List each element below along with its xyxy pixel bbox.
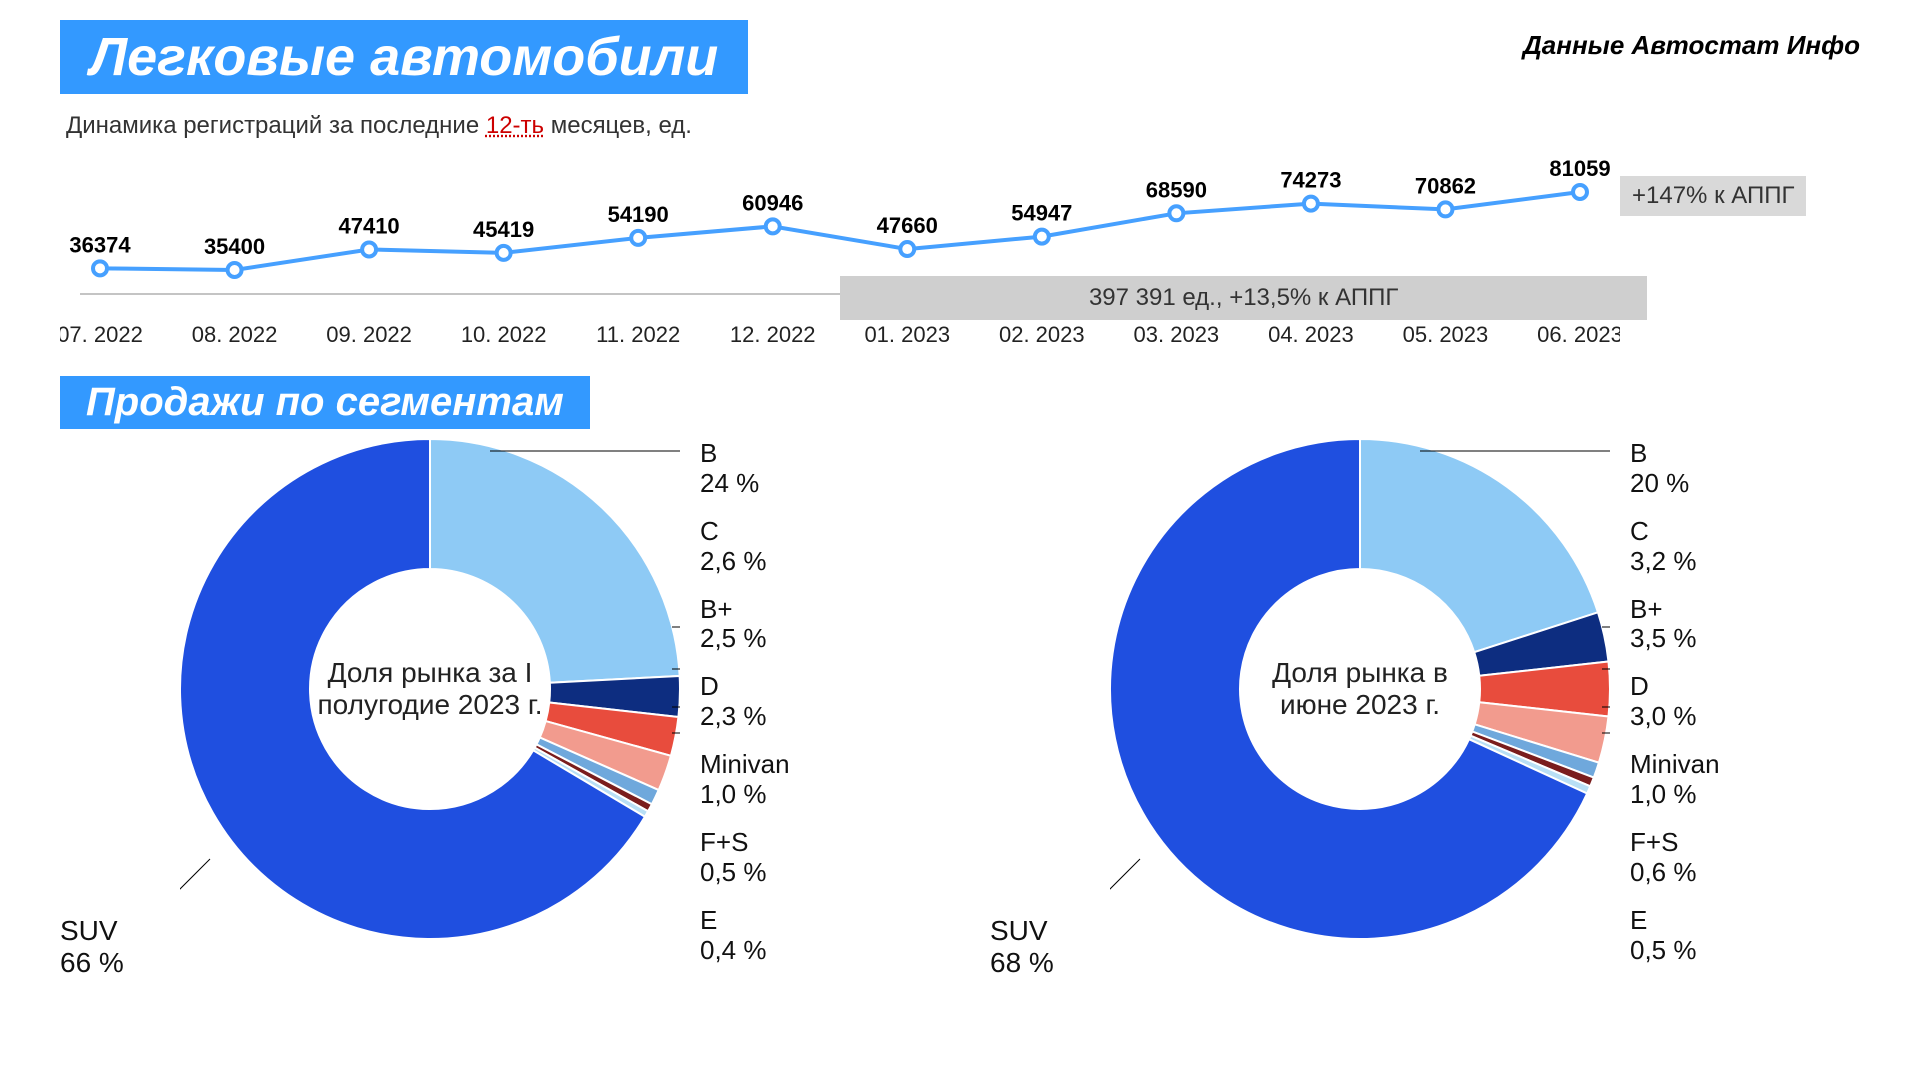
svg-text:54947: 54947 bbox=[1011, 201, 1072, 226]
svg-text:12. 2022: 12. 2022 bbox=[730, 322, 816, 347]
segment-label: E0,4 % bbox=[700, 906, 790, 966]
segment-label: D3,0 % bbox=[1630, 672, 1720, 732]
svg-text:45419: 45419 bbox=[473, 217, 534, 242]
svg-text:60946: 60946 bbox=[742, 190, 803, 215]
donut-left-suv-label: SUV66 % bbox=[60, 915, 124, 979]
svg-text:01. 2023: 01. 2023 bbox=[864, 322, 950, 347]
svg-text:06. 2023: 06. 2023 bbox=[1537, 322, 1620, 347]
segment-label: Minivan1,0 % bbox=[700, 750, 790, 810]
svg-text:70862: 70862 bbox=[1415, 173, 1476, 198]
segment-label: F+S0,5 % bbox=[700, 828, 790, 888]
svg-text:68590: 68590 bbox=[1146, 177, 1207, 202]
segment-label: F+S0,6 % bbox=[1630, 828, 1720, 888]
segment-label: B+3,5 % bbox=[1630, 595, 1720, 655]
segment-label: B20 % bbox=[1630, 439, 1720, 499]
subtitle-suffix: месяцев, ед. bbox=[544, 112, 692, 139]
svg-text:36374: 36374 bbox=[69, 232, 131, 257]
line-chart-subtitle: Динамика регистраций за последние 12-ть … bbox=[66, 112, 1860, 140]
line-chart: 36374 35400 47410 45419 54190 60946 47660 54947… bbox=[60, 148, 1860, 348]
svg-text:11. 2022: 11. 2022 bbox=[596, 322, 680, 347]
section-title: Продажи по сегментам bbox=[60, 376, 590, 429]
segment-label: C3,2 % bbox=[1630, 517, 1720, 577]
page-title: Легковые автомобили bbox=[60, 20, 748, 94]
donut-left-svg bbox=[180, 439, 680, 939]
svg-text:35400: 35400 bbox=[204, 234, 265, 259]
segment-label: B+2,5 % bbox=[700, 595, 790, 655]
segment-label: Minivan1,0 % bbox=[1630, 750, 1720, 810]
svg-text:81059: 81059 bbox=[1549, 156, 1610, 181]
svg-text:74273: 74273 bbox=[1280, 168, 1341, 193]
svg-text:10. 2022: 10. 2022 bbox=[461, 322, 547, 347]
svg-text:02. 2023: 02. 2023 bbox=[999, 322, 1085, 347]
svg-text:54190: 54190 bbox=[608, 202, 669, 227]
subtitle-highlight: 12-ть bbox=[486, 112, 544, 139]
segment-label: C2,6 % bbox=[700, 517, 790, 577]
svg-text:47410: 47410 bbox=[338, 213, 399, 238]
donut-left: Доля рынка за I полугодие 2023 г. B24 %C… bbox=[60, 439, 930, 1039]
svg-text:07. 2022: 07. 2022 bbox=[60, 322, 143, 347]
svg-text:09. 2022: 09. 2022 bbox=[326, 322, 412, 347]
donut-right: Доля рынка в июне 2023 г. B20 %C3,2 %B+3… bbox=[990, 439, 1860, 1039]
yoy-badge: +147% к АППГ bbox=[1620, 176, 1806, 216]
segment-label: B24 % bbox=[700, 439, 790, 499]
segment-label: E0,5 % bbox=[1630, 906, 1720, 966]
donut-right-labels: B20 % C3,2 % B+3,5 % D3,0 % Minivan1,0 % F+S0… bbox=[1630, 439, 1720, 983]
subtitle-prefix: Динамика регистраций за последние bbox=[66, 112, 486, 139]
donut-right-svg bbox=[1110, 439, 1610, 939]
svg-text:08. 2022: 08. 2022 bbox=[192, 322, 278, 347]
donut-right-suv-label: SUV68 % bbox=[990, 915, 1054, 979]
summary-bar: 397 391 ед., +13,5% к АППГ bbox=[840, 276, 1647, 320]
donut-left-labels: B24 % C2,6 % B+2,5 % D2,3 % Minivan1,0 % F+S0… bbox=[700, 439, 790, 983]
svg-text:47660: 47660 bbox=[877, 213, 938, 238]
segment-label: D2,3 % bbox=[700, 672, 790, 732]
svg-text:05. 2023: 05. 2023 bbox=[1403, 322, 1489, 347]
svg-text:04. 2023: 04. 2023 bbox=[1268, 322, 1354, 347]
data-source: Данные Автостат Инфо bbox=[1523, 30, 1860, 61]
svg-text:03. 2023: 03. 2023 bbox=[1134, 322, 1220, 347]
